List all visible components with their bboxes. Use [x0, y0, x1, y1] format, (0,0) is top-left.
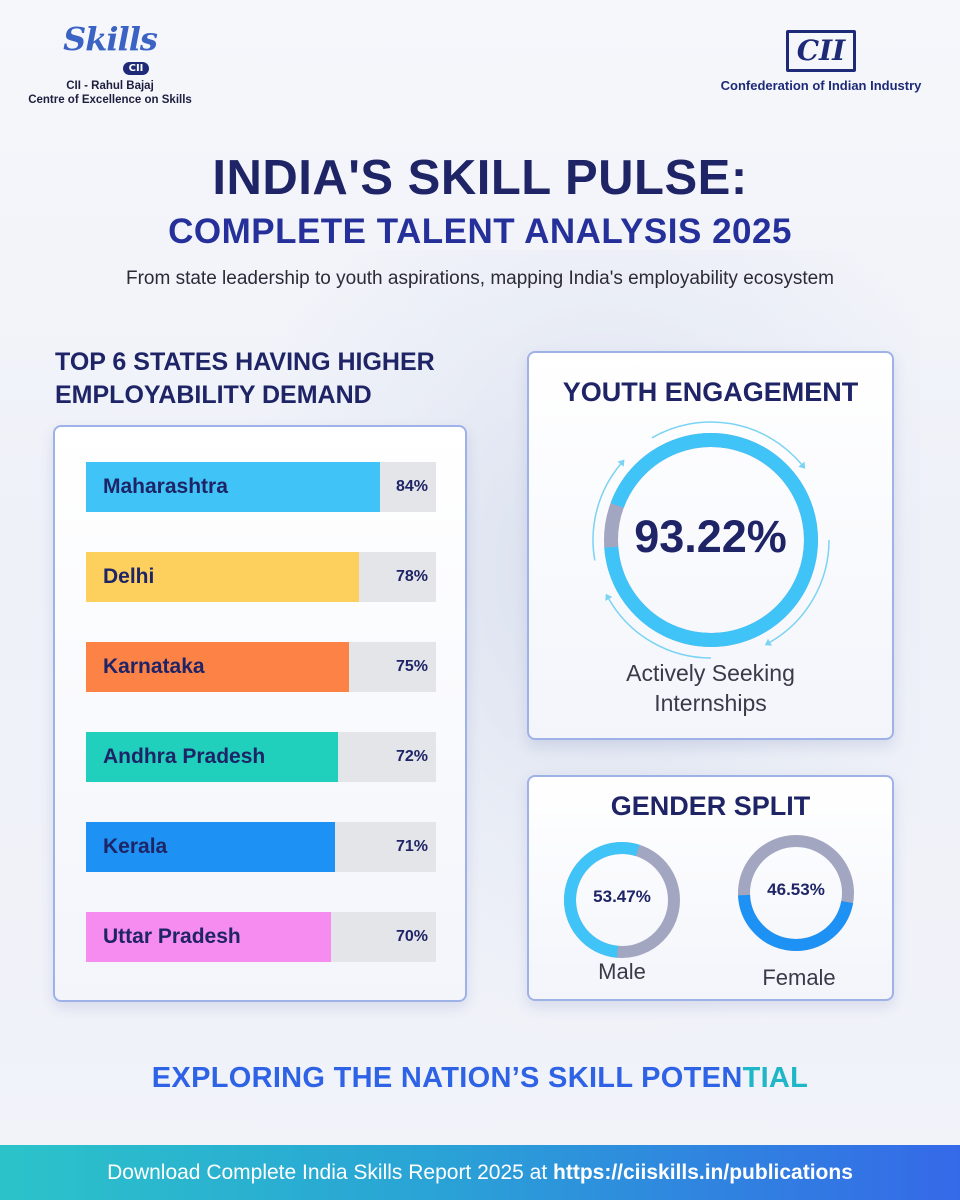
state-bar-fill	[86, 912, 331, 962]
orbit-arrow	[651, 421, 802, 465]
youth-engagement-title: YOUTH ENGAGEMENT	[562, 377, 859, 407]
skills-logo-badge: CII	[122, 62, 150, 75]
states-bar-chart: Maharashtra 84% Delhi 78% Karnataka 75% Andhra…	[53, 425, 467, 1002]
state-bar-value: 70%	[395, 928, 428, 945]
female-percentage: 46.53%	[767, 880, 825, 899]
orbit-arrow-head	[617, 459, 625, 467]
state-bar-value: 84%	[395, 478, 428, 495]
state-bar-value: 78%	[395, 568, 428, 585]
gender-donuts	[563, 835, 854, 958]
footer-text: Download Complete India Skills Report 20…	[107, 1161, 554, 1184]
gender-split-title: GENDER SPLIT	[610, 791, 811, 821]
youth-engagement-ring	[592, 421, 830, 659]
orbit-arrow	[769, 539, 830, 643]
skills-coe-logo: Skills CII CII - Rahul Bajaj Centre of E…	[20, 22, 200, 107]
orbit-arrow-head	[798, 461, 806, 469]
state-bar-label: Kerala	[103, 835, 168, 858]
gender-split-card: GENDER SPLIT 53.47% 46.53% Male Female	[527, 775, 894, 1001]
state-bar-row: Kerala 71%	[86, 822, 436, 872]
cii-logo-mark: CII	[785, 30, 857, 72]
state-bar-row: Uttar Pradesh 70%	[86, 912, 436, 962]
youth-engagement-card: YOUTH ENGAGEMENT 93.22% Actively Seeking…	[527, 351, 894, 740]
male-label: Male	[598, 959, 646, 984]
youth-engagement-value: 93.22%	[634, 511, 787, 562]
state-bar-fill	[86, 642, 349, 692]
cii-org-name: Confederation of Indian Industry	[720, 78, 922, 93]
orbit-arrow-head	[764, 638, 772, 646]
page-title: INDIA'S SKILL PULSE:	[212, 151, 748, 205]
orbit-arrow	[608, 598, 712, 659]
state-bar-label: Andhra Pradesh	[103, 745, 266, 768]
youth-ring-arrows	[592, 421, 830, 659]
state-bar-value: 75%	[395, 658, 428, 675]
state-bar-fill	[86, 732, 338, 782]
orbit-arrow-head	[605, 593, 613, 601]
state-bar-row: Delhi 78%	[86, 552, 436, 602]
state-bar-fill	[86, 462, 380, 512]
female-label: Female	[762, 965, 836, 990]
youth-ring-value-arc	[604, 433, 818, 647]
state-bar-row: Maharashtra 84%	[86, 462, 436, 512]
state-bar-row: Andhra Pradesh 72%	[86, 732, 436, 782]
state-bar-fill	[86, 822, 335, 872]
logo-org-line1: CII - Rahul Bajaj	[66, 80, 154, 92]
cii-logo: CII Confederation of Indian Industry	[706, 30, 936, 93]
youth-caption-line2: Internships	[654, 690, 767, 716]
tagline-part1: EXPLORING THE NATION’S SKILL POTEN	[151, 1062, 743, 1094]
page-title-line2: COMPLETE TALENT ANALYSIS 2025	[168, 212, 792, 251]
tagline-part2: TIAL	[742, 1062, 809, 1094]
state-bar-label: Uttar Pradesh	[103, 925, 241, 948]
youth-engagement-caption: Actively Seeking Internships	[529, 658, 892, 718]
tagline: EXPLORING THE NATION’S SKILL POTENTIAL	[0, 1062, 960, 1095]
states-chart-heading: TOP 6 STATES HAVING HIGHER EMPLOYABILITY…	[55, 348, 435, 409]
state-bar-fill	[86, 552, 359, 602]
state-bar-value: 72%	[395, 748, 428, 765]
footer-link[interactable]: https://ciiskills.in/publications	[553, 1161, 853, 1184]
state-bar-row: Karnataka 75%	[86, 642, 436, 692]
state-bar-value: 71%	[395, 838, 428, 855]
male-percentage: 53.47%	[593, 887, 651, 906]
page-subtitle: From state leadership to youth aspiratio…	[125, 268, 835, 289]
youth-caption-line1: Actively Seeking	[626, 660, 795, 686]
male-donut-arc	[563, 842, 680, 958]
logo-org-line2: Centre of Excellence on Skills	[28, 94, 192, 106]
state-bar-label: Delhi	[103, 565, 155, 588]
state-bar-label: Maharashtra	[103, 475, 228, 498]
female-donut-arc	[738, 835, 854, 951]
skills-logo-mark: Skills	[63, 20, 158, 58]
orbit-arrow	[592, 463, 622, 561]
state-bar-label: Karnataka	[103, 655, 205, 678]
footer-banner: Download Complete India Skills Report 20…	[0, 1145, 960, 1200]
